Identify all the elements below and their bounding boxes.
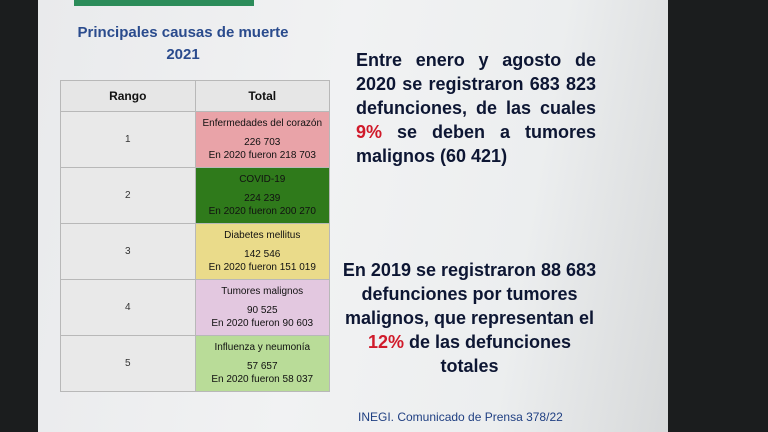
rank-cell: 1 bbox=[60, 111, 196, 168]
rank-cell: 3 bbox=[60, 223, 196, 280]
cause-value: 90 525 bbox=[246, 305, 278, 316]
table-row: 2 COVID-19 224 239 En 2020 fueron 200 270 bbox=[60, 167, 330, 224]
cause-name: Tumores malignos bbox=[221, 286, 304, 297]
cause-prev: En 2020 fueron 58 037 bbox=[211, 374, 314, 385]
paragraph-2019-text-end: de las defunciones totales bbox=[403, 332, 572, 376]
cause-value: 224 239 bbox=[244, 193, 281, 204]
cause-cell: COVID-19 224 239 En 2020 fueron 200 270 bbox=[194, 167, 330, 224]
slide-title: Principales causas de muerte 2021 bbox=[58, 22, 308, 66]
cause-prev: En 2020 fueron 200 270 bbox=[208, 206, 316, 217]
table-row: 4 Tumores malignos 90 525 En 2020 fueron 90… bbox=[60, 279, 330, 336]
cause-value: 57 657 bbox=[246, 361, 278, 372]
table-row: 1 Enfermedades del corazón 226 703 En 2020 … bbox=[60, 111, 330, 168]
cause-cell: Influenza y neumonía 57 657 En 2020 fueron… bbox=[194, 335, 330, 392]
title-line-2: 2021 bbox=[166, 46, 200, 63]
paragraph-2019-highlight: 12% bbox=[367, 332, 404, 352]
paragraph-2020-text-end: se deben a tumores malignos (60 421) bbox=[356, 122, 596, 166]
projected-slide: Principales causas de muerte 2021 Rango … bbox=[38, 0, 668, 432]
paragraph-2020-text: Entre enero y agosto de 2020 se registra… bbox=[356, 50, 596, 118]
paragraph-2020: Entre enero y agosto de 2020 se registra… bbox=[356, 48, 596, 168]
cause-name: Diabetes mellitus bbox=[224, 230, 301, 241]
cause-prev: En 2020 fueron 90 603 bbox=[211, 318, 314, 329]
table-row: 5 Influenza y neumonía 57 657 En 2020 fuero… bbox=[60, 335, 330, 392]
rank-column-header: Rango bbox=[60, 80, 196, 112]
rank-cell: 5 bbox=[60, 335, 196, 392]
paragraph-2019: En 2019 se registraron 88 683 defuncione… bbox=[342, 258, 597, 378]
total-column-header: Total bbox=[194, 80, 330, 112]
rank-cell: 4 bbox=[60, 279, 196, 336]
header-rule bbox=[74, 0, 254, 6]
table-header-row: Rango Total bbox=[60, 80, 330, 112]
title-line-1: Principales causas de muerte bbox=[77, 24, 289, 41]
cause-cell: Enfermedades del corazón 226 703 En 2020 f… bbox=[194, 111, 330, 168]
cause-name: Enfermedades del corazón bbox=[202, 118, 323, 129]
paragraph-2020-highlight: 9% bbox=[356, 122, 383, 142]
cause-cell: Tumores malignos 90 525 En 2020 fueron 90 … bbox=[194, 279, 330, 336]
table-row: 3 Diabetes mellitus 142 546 En 2020 fueron … bbox=[60, 223, 330, 280]
cause-cell: Diabetes mellitus 142 546 En 2020 fueron 1… bbox=[194, 223, 330, 280]
cause-prev: En 2020 fueron 218 703 bbox=[208, 150, 316, 161]
source-footer: INEGI. Comunicado de Prensa 378/22 bbox=[358, 410, 563, 424]
rank-cell: 2 bbox=[60, 167, 196, 224]
paragraph-2019-text: En 2019 se registraron 88 683 defuncione… bbox=[342, 260, 597, 328]
cause-name: Influenza y neumonía bbox=[214, 342, 311, 353]
cause-prev: En 2020 fueron 151 019 bbox=[208, 262, 316, 273]
causes-table: Rango Total 1 Enfermedades del corazón 226… bbox=[60, 80, 330, 392]
cause-value: 142 546 bbox=[244, 249, 281, 260]
cause-name: COVID-19 bbox=[239, 174, 286, 185]
cause-value: 226 703 bbox=[244, 137, 281, 148]
